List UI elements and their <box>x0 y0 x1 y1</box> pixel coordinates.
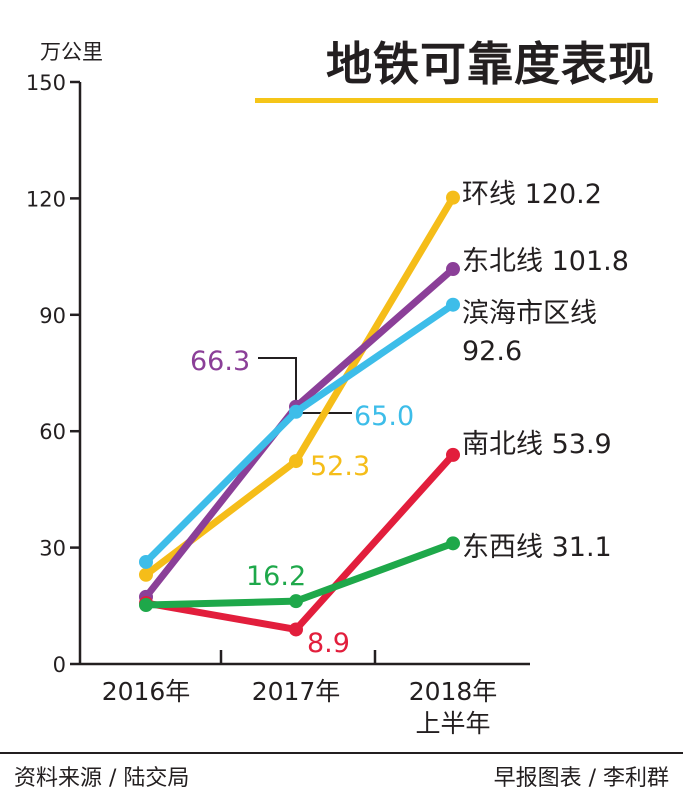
data-point-东西线 <box>446 536 460 551</box>
data-label-东北线: 66.3 <box>190 346 250 377</box>
data-point-南北线 <box>446 447 460 462</box>
data-label-环线: 52.3 <box>310 451 370 482</box>
x-tick-label: 2018年 <box>409 677 498 706</box>
series-line-东北线 <box>143 266 456 600</box>
series-line-滨海市区线 <box>143 301 455 565</box>
series-label-东西线: 东西线 31.1 <box>462 532 612 563</box>
data-point-东北线 <box>446 262 460 277</box>
data-label-滨海市区线: 65.0 <box>354 401 414 432</box>
data-point-滨海市区线 <box>446 297 460 312</box>
series-label-东北线: 东北线 101.8 <box>462 246 629 277</box>
data-point-环线 <box>289 454 303 469</box>
y-tick-label: 150 <box>26 71 66 95</box>
data-label-东西线: 16.2 <box>246 561 306 592</box>
title-underline <box>255 98 658 103</box>
data-point-滨海市区线 <box>139 554 153 569</box>
y-tick-label: 30 <box>39 537 66 561</box>
data-point-东西线 <box>289 594 303 609</box>
y-tick-label: 0 <box>53 653 66 677</box>
data-point-东西线 <box>139 598 153 613</box>
series-label-环线: 环线 120.2 <box>462 179 602 210</box>
data-point-滨海市区线 <box>289 404 303 419</box>
y-tick-label: 90 <box>39 304 66 328</box>
y-axis-unit: 万公里 <box>40 40 103 64</box>
data-point-环线 <box>446 190 460 205</box>
source-note: 资料来源 / 陆交局 <box>14 766 190 791</box>
y-tick-label: 120 <box>26 187 66 211</box>
credit-note: 早报图表 / 李利群 <box>493 766 669 791</box>
series-label-滨海市区线: 92.6 <box>462 336 522 367</box>
data-point-南北线 <box>289 622 303 637</box>
y-tick-label: 60 <box>39 420 66 444</box>
footer-divider <box>0 752 683 754</box>
annotation-leader <box>258 357 297 405</box>
x-tick-label: 2017年 <box>252 677 341 706</box>
series-label-南北线: 南北线 53.9 <box>462 429 612 460</box>
chart-title: 地铁可靠度表现 <box>326 37 655 91</box>
x-tick-label: 2016年 <box>102 677 191 706</box>
series-label-滨海市区线: 滨海市区线 <box>462 298 597 329</box>
x-tick-label: 上半年 <box>415 709 490 738</box>
data-label-南北线: 8.9 <box>307 628 350 659</box>
data-point-环线 <box>139 567 153 582</box>
